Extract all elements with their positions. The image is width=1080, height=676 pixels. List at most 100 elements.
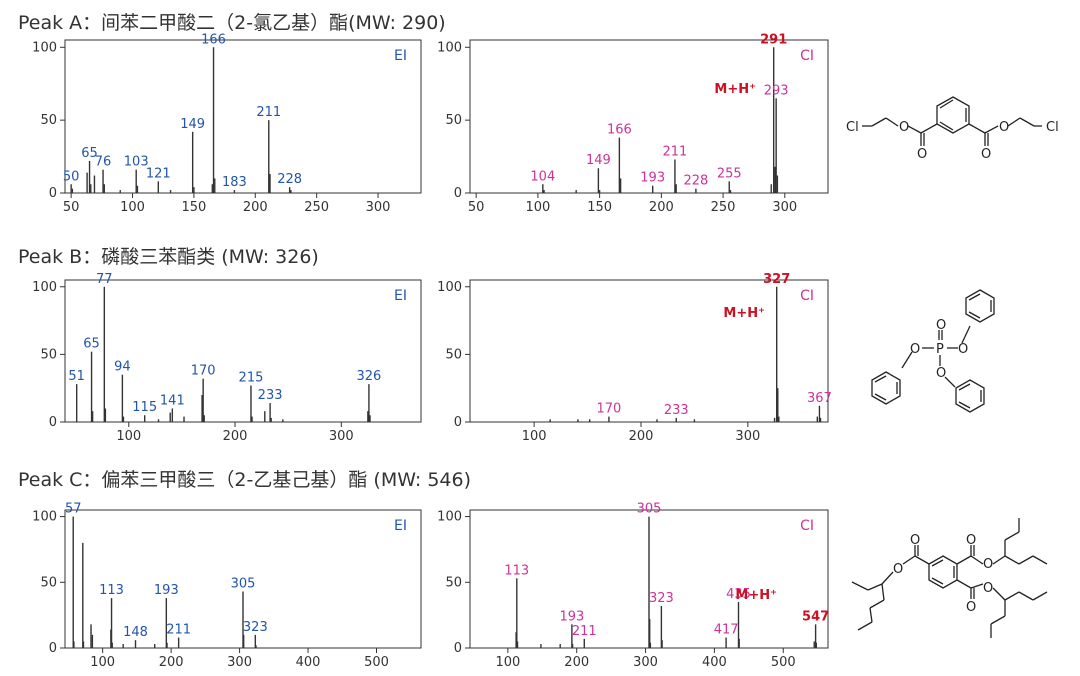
x-tick-label: 200 bbox=[243, 200, 268, 215]
x-tick-label: 300 bbox=[329, 429, 354, 444]
x-tick-label: 400 bbox=[702, 655, 727, 670]
peak-label-115: 115 bbox=[132, 400, 157, 415]
peak-label-327: 327 bbox=[763, 272, 790, 287]
peak-label-211: 211 bbox=[166, 622, 191, 637]
peak-label-141: 141 bbox=[160, 393, 185, 408]
x-tick-label: 300 bbox=[772, 200, 797, 215]
x-tick-label: 400 bbox=[296, 655, 321, 670]
peak-label-323: 323 bbox=[649, 591, 674, 606]
chart-a-ci: 0 50 100 50 100 150 200 250 300 104 149 166 193 211 22… bbox=[437, 32, 829, 215]
peak-label-211: 211 bbox=[572, 624, 597, 639]
ionization-mode-label: CI bbox=[800, 288, 814, 304]
x-tick-label: 50 bbox=[468, 200, 485, 215]
peak-label-149: 149 bbox=[586, 153, 611, 168]
x-tick-label: 300 bbox=[735, 429, 760, 444]
peak-label-77: 77 bbox=[96, 272, 113, 287]
x-tick-label: 200 bbox=[159, 655, 184, 670]
molecular-ion-annotation: M+H⁺ bbox=[723, 306, 765, 321]
y-tick-label: 100 bbox=[32, 510, 57, 525]
peak-label-166: 166 bbox=[607, 123, 632, 138]
y-tick-label: 0 bbox=[49, 641, 57, 656]
ionization-mode-label: EI bbox=[394, 48, 407, 64]
peak-label-367: 367 bbox=[807, 391, 832, 406]
struct-b-o-top: O bbox=[936, 318, 946, 333]
struct-a-cl-left: Cl bbox=[846, 120, 859, 135]
peak-label-215: 215 bbox=[239, 370, 264, 385]
struct-c-o2: O bbox=[893, 562, 903, 577]
structure-c bbox=[851, 518, 1048, 638]
struct-c-o6: O bbox=[983, 581, 993, 596]
peak-label-113: 113 bbox=[504, 563, 529, 578]
chart-c-ei: 0 50 100 100 200 300 400 500 57 113 148 193 211 305 32… bbox=[32, 502, 422, 670]
x-tick-label: 250 bbox=[304, 200, 329, 215]
y-tick-label: 50 bbox=[445, 575, 462, 590]
peak-label-76: 76 bbox=[95, 155, 112, 170]
peak-b-title: Peak B：磷酸三苯酯类 (MW: 326) bbox=[18, 246, 319, 268]
struct-c-o5: O bbox=[966, 600, 976, 615]
y-tick-label: 0 bbox=[454, 641, 462, 656]
y-tick-label: 50 bbox=[445, 347, 462, 362]
x-tick-label: 300 bbox=[366, 200, 391, 215]
x-tick-label: 150 bbox=[181, 200, 206, 215]
x-tick-label: 100 bbox=[525, 200, 550, 215]
x-tick-label: 100 bbox=[120, 200, 145, 215]
x-tick-label: 300 bbox=[633, 655, 658, 670]
peak-label-211: 211 bbox=[663, 144, 688, 159]
peak-label-65: 65 bbox=[83, 337, 100, 352]
x-tick-label: 150 bbox=[587, 200, 612, 215]
y-tick-label: 50 bbox=[445, 113, 462, 128]
y-tick-label: 0 bbox=[454, 415, 462, 430]
peak-label-326: 326 bbox=[357, 369, 382, 384]
x-tick-label: 500 bbox=[364, 655, 389, 670]
struct-c-o1: O bbox=[910, 533, 920, 548]
peak-label-57: 57 bbox=[65, 502, 82, 517]
peak-label-233: 233 bbox=[258, 388, 283, 403]
peak-label-228: 228 bbox=[683, 174, 708, 189]
peak-label-104: 104 bbox=[530, 169, 555, 184]
struct-a-o4: O bbox=[981, 147, 991, 162]
struct-c-o4: O bbox=[983, 557, 993, 572]
peak-label-193: 193 bbox=[559, 609, 584, 624]
peak-label-193: 193 bbox=[154, 583, 179, 598]
peak-label-113: 113 bbox=[99, 583, 124, 598]
peak-label-435: 435 bbox=[726, 587, 751, 602]
plot-frame bbox=[64, 279, 422, 423]
x-tick-label: 300 bbox=[227, 655, 252, 670]
struct-a-o1: O bbox=[899, 120, 909, 135]
peak-label-228: 228 bbox=[277, 172, 302, 187]
struct-c-o3: O bbox=[966, 533, 976, 548]
y-tick-label: 50 bbox=[40, 347, 57, 362]
ionization-mode-label: EI bbox=[394, 288, 407, 304]
struct-b-o-bottom: O bbox=[936, 366, 946, 381]
structure-b bbox=[871, 289, 995, 413]
structure-a bbox=[862, 96, 1042, 146]
peak-label-170: 170 bbox=[597, 402, 622, 417]
x-tick-label: 500 bbox=[771, 655, 796, 670]
plot-frame bbox=[469, 279, 829, 423]
chart-b-ei: 0 50 100 100 200 300 51 65 77 94 115 141 170 215 233 32… bbox=[32, 272, 422, 444]
x-tick-label: 100 bbox=[116, 429, 141, 444]
x-tick-label: 200 bbox=[629, 429, 654, 444]
y-tick-label: 100 bbox=[437, 280, 462, 295]
peak-label-305: 305 bbox=[637, 502, 662, 517]
x-tick-label: 100 bbox=[522, 429, 547, 444]
peak-label-148: 148 bbox=[123, 625, 148, 640]
y-tick-label: 100 bbox=[437, 510, 462, 525]
y-tick-label: 0 bbox=[49, 415, 57, 430]
peak-label-233: 233 bbox=[664, 403, 689, 418]
y-tick-label: 0 bbox=[454, 186, 462, 201]
plot-frame bbox=[64, 39, 422, 194]
peak-label-193: 193 bbox=[640, 171, 665, 186]
x-tick-label: 200 bbox=[223, 429, 248, 444]
peak-a-title: Peak A：间苯二甲酸二（2-氯乙基）酯(MW: 290) bbox=[18, 12, 446, 34]
peak-label-323: 323 bbox=[243, 620, 268, 635]
x-tick-label: 200 bbox=[649, 200, 674, 215]
peak-label-183: 183 bbox=[222, 175, 247, 190]
peak-label-291: 291 bbox=[760, 32, 787, 47]
peak-label-170: 170 bbox=[191, 364, 216, 379]
y-tick-label: 100 bbox=[32, 40, 57, 55]
struct-b-p: P bbox=[936, 342, 944, 357]
struct-a-o3: O bbox=[917, 147, 927, 162]
